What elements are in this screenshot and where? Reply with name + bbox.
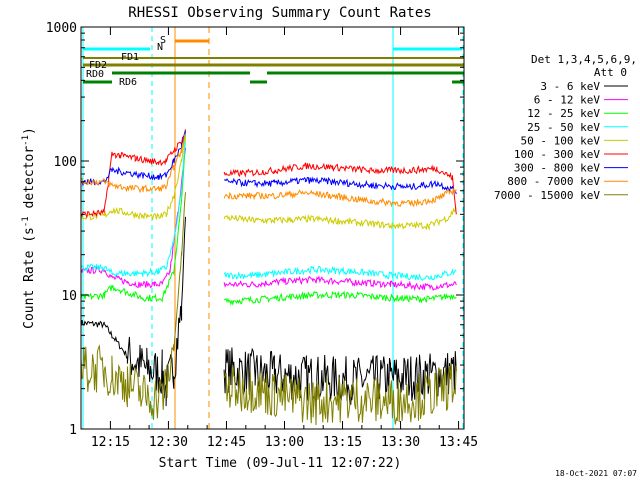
series-line-8: [81, 192, 186, 420]
legend-label: 3 - 6 keV: [540, 80, 600, 93]
legend-label: 12 - 25 keV: [527, 107, 600, 120]
legend-label: 100 - 300 keV: [514, 148, 600, 161]
y-tick-label: 1000: [46, 21, 77, 36]
plot-frame: [80, 26, 465, 430]
state-label-n: N: [157, 42, 163, 53]
series-line-3: [223, 265, 457, 282]
legend-label: 7000 - 15000 keV: [494, 189, 600, 202]
legend-header-attenuator: Att 0: [594, 66, 627, 79]
x-tick-label: 13:00: [265, 435, 304, 450]
y-tick-label: 1: [69, 423, 77, 438]
series-line-1: [81, 147, 186, 289]
legend-label: 800 - 7000 keV: [507, 175, 600, 188]
state-label-fd2: FD2: [89, 60, 107, 71]
chart-title: RHESSI Observing Summary Count Rates: [128, 5, 431, 21]
series-line-4: [81, 136, 186, 221]
state-label-fd1: FD1: [121, 52, 139, 63]
state-label-rd0: RD0: [86, 69, 104, 80]
footer-date: 18-Oct-2021 07:07: [555, 469, 637, 478]
series-line-6: [223, 176, 457, 195]
x-tick-label: 13:15: [323, 435, 362, 450]
legend-label: 300 - 800 keV: [514, 162, 600, 175]
x-tick-label: 12:45: [207, 435, 246, 450]
x-axis-label: Start Time (09-Jul-11 12:07:22): [159, 456, 402, 471]
series-line-2: [81, 134, 186, 303]
state-label-rd6: RD6: [119, 77, 137, 88]
x-tick-label: 13:45: [439, 435, 478, 450]
legend-label: 6 - 12 keV: [534, 94, 601, 107]
series-line-3: [81, 130, 186, 278]
x-tick-label: 12:15: [91, 435, 130, 450]
x-tick-label: 13:30: [381, 435, 420, 450]
series-line-2: [223, 290, 457, 307]
legend-header-detectors: Det 1,3,4,5,6,9,: [531, 53, 637, 66]
series-line-4: [223, 207, 457, 231]
state-label-s: S: [160, 35, 166, 46]
series-line-7: [223, 188, 457, 208]
y-tick-label: 100: [54, 155, 77, 170]
legend-label: 25 - 50 keV: [527, 121, 600, 134]
y-axis-label: Count Rate (s-1 detector-1): [21, 127, 37, 329]
series-line-5: [81, 129, 186, 219]
series-line-1: [223, 275, 457, 292]
x-tick-label: 12:30: [149, 435, 188, 450]
series-line-0: [81, 216, 186, 407]
series-line-5: [223, 162, 457, 215]
series-line-7: [81, 134, 186, 194]
y-tick-label: 10: [61, 289, 77, 304]
series-line-8: [223, 363, 457, 426]
series-line-6: [81, 130, 186, 187]
legend-label: 50 - 100 keV: [521, 134, 601, 147]
